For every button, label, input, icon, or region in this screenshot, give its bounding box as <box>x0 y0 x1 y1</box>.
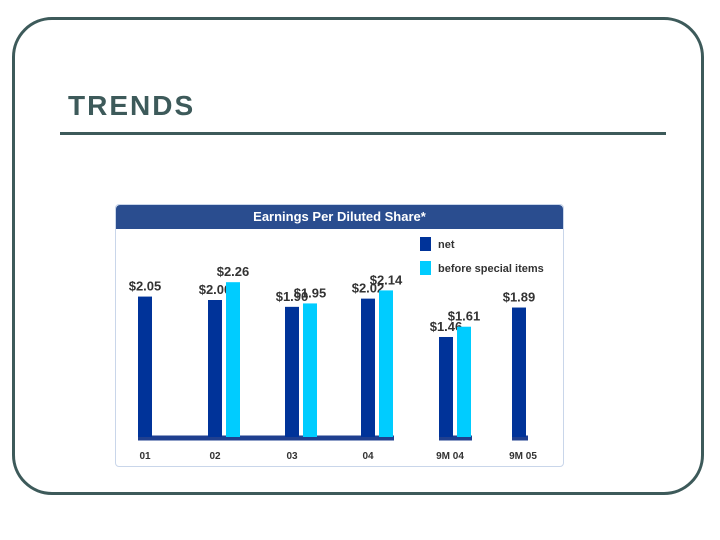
bar-net-3 <box>361 298 375 437</box>
value-label-net-4: $1.46 <box>430 319 463 334</box>
value-label-before-special-4: $1.61 <box>448 309 481 324</box>
value-label-before-special-3: $2.14 <box>370 272 403 287</box>
bar-net-0 <box>138 296 152 437</box>
bar-net-2 <box>285 306 299 437</box>
slide-title: TRENDS <box>68 90 196 121</box>
bar-net-1 <box>208 300 222 437</box>
bar-before-special-2 <box>303 303 317 437</box>
bar-net-4 <box>439 336 453 437</box>
value-label-net-2: $1.90 <box>276 289 309 304</box>
chart-title: Earnings Per Diluted Share* <box>116 205 563 229</box>
tick-label-4: 9M 04 <box>436 451 464 462</box>
tick-label-5: 9M 05 <box>509 451 537 462</box>
bar-before-special-4 <box>457 326 471 437</box>
bar-before-special-3 <box>379 290 393 437</box>
tick-label-3: 04 <box>362 451 374 462</box>
value-label-net-0: $2.05 <box>129 279 162 294</box>
tick-label-1: 02 <box>209 451 221 462</box>
title-rule <box>60 132 666 135</box>
value-label-before-special-1: $2.26 <box>217 264 250 279</box>
tick-label-0: 01 <box>139 451 151 462</box>
legend-swatch-before-special <box>420 261 431 275</box>
legend-swatch-net <box>420 237 431 251</box>
bar-net-5 <box>512 307 526 437</box>
legend-label-before-special: before special items <box>438 263 544 275</box>
earnings-chart: $2.05 01 $2.00 $2.26 02 $1.90$1.95 03 $2.02$2.1… <box>129 237 544 462</box>
chart-panel: Earnings Per Diluted Share* $2.05 01 $2.00… <box>115 204 564 467</box>
tick-label-2: 03 <box>286 451 298 462</box>
value-label-before-special-2: $1.95 <box>294 285 327 300</box>
value-label-net-1: $2.00 <box>199 282 232 297</box>
bar-before-special-1 <box>226 282 240 437</box>
value-label-net-5: $1.89 <box>503 290 536 305</box>
value-label-net-3: $2.02 <box>352 281 385 296</box>
legend-label-net: net <box>438 239 455 251</box>
